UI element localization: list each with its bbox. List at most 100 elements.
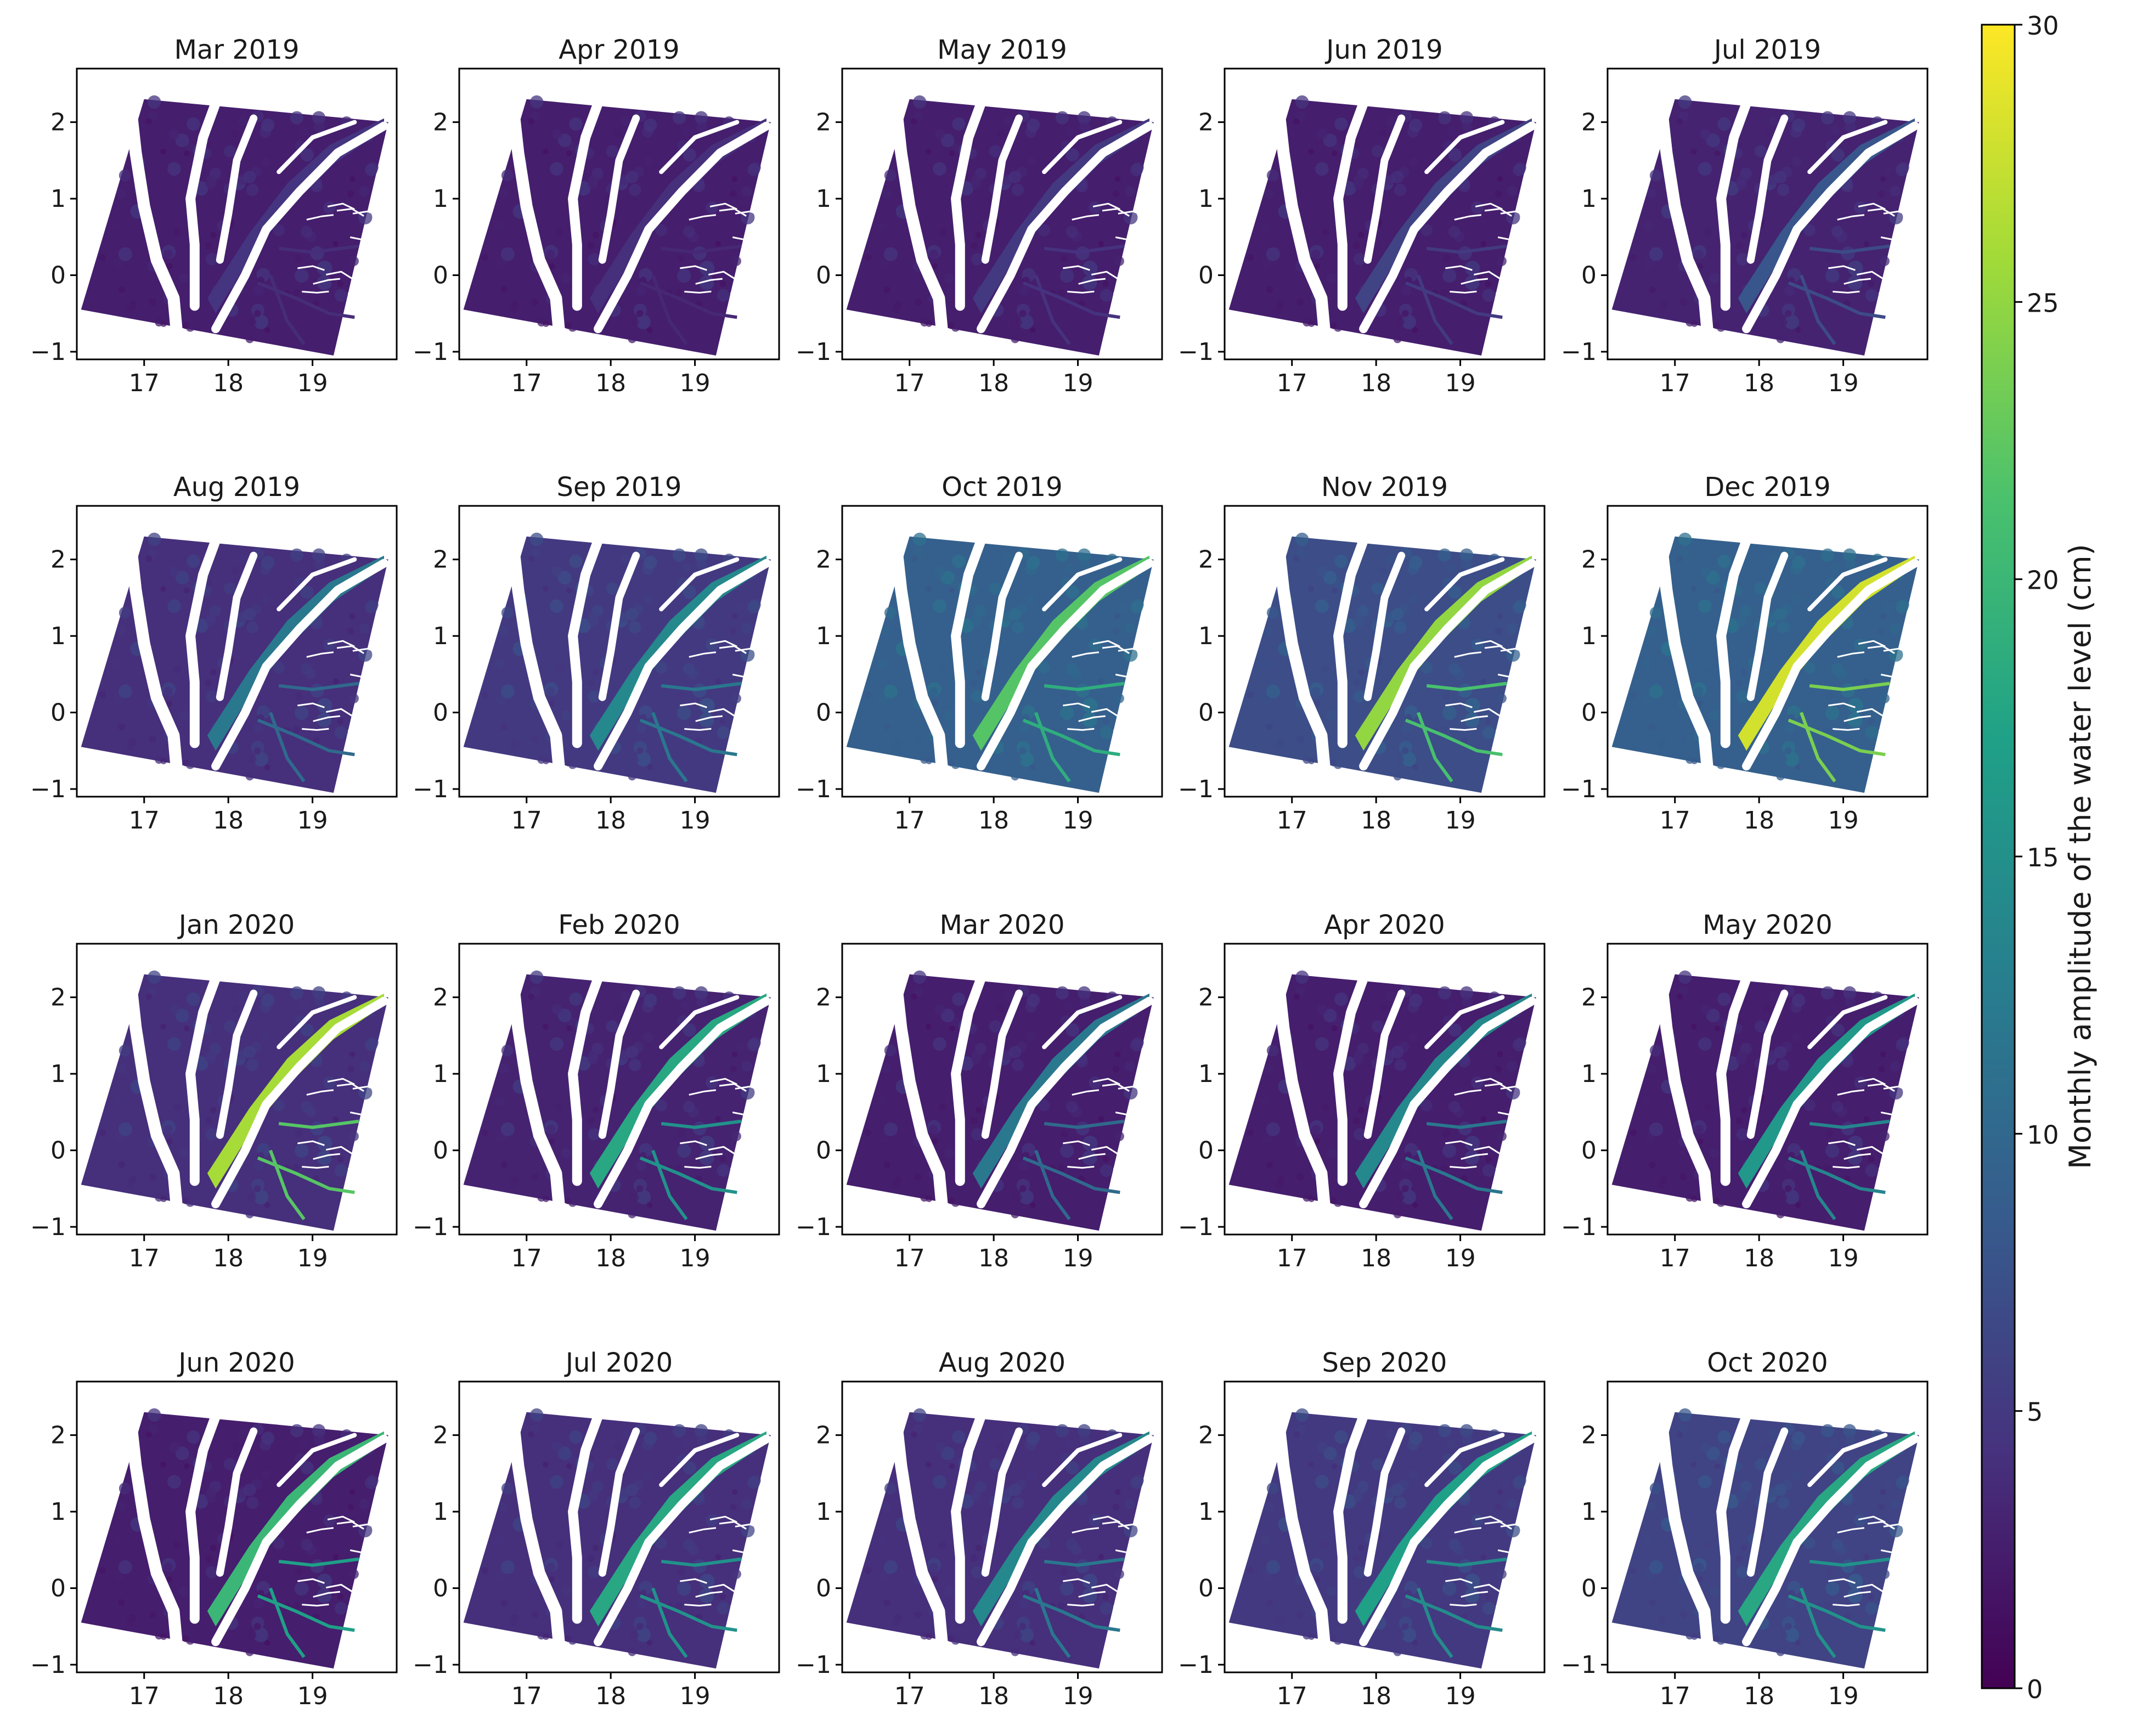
map-speckle [264, 1640, 270, 1646]
map-speckle [1353, 1566, 1366, 1579]
river-mask [1359, 1434, 1536, 1647]
map-speckle [1497, 1489, 1503, 1495]
map-speckle [1829, 1001, 1840, 1011]
map-speckle [118, 247, 133, 261]
map-speckle [747, 1476, 760, 1490]
map-speckle [1353, 1128, 1366, 1141]
highland-mask [341, 760, 369, 766]
map-speckle [347, 628, 354, 635]
map-speckle [735, 1479, 744, 1489]
map-speckle [1863, 1116, 1870, 1122]
map-speckle [210, 1107, 217, 1114]
map-speckle [1736, 1492, 1747, 1503]
map-speckle [1784, 309, 1792, 317]
highland-mask [730, 1599, 758, 1608]
map-speckle [695, 986, 708, 1000]
map-speckle [160, 1633, 167, 1640]
x-tick-label: 19 [297, 1682, 328, 1710]
highland-mask [1092, 202, 1120, 210]
panel-title: Apr 2020 [1324, 910, 1445, 940]
map-speckle [747, 164, 760, 177]
x-tick-label: 17 [1277, 1244, 1307, 1272]
highland-mask [1117, 300, 1145, 304]
map-speckle [628, 772, 636, 781]
map-speckle [1691, 148, 1697, 155]
map-speckle [606, 1020, 619, 1033]
highland-mask [1113, 723, 1141, 732]
x-tick-label: 18 [1361, 807, 1391, 835]
map-speckle [1829, 126, 1840, 136]
map-speckle [1448, 226, 1461, 238]
map-speckle [1264, 626, 1274, 636]
highland-mask [1115, 1544, 1143, 1554]
map-speckle [337, 280, 344, 288]
map-speckle [1442, 255, 1451, 263]
panel-title: Nov 2019 [1321, 472, 1448, 503]
highland-mask [1450, 1603, 1477, 1607]
highland-mask [360, 309, 388, 315]
map-speckle [877, 1534, 888, 1545]
map-speckle [119, 1482, 131, 1495]
map-speckle [1078, 1424, 1091, 1438]
map-speckle [1704, 1103, 1712, 1111]
panel-title: Oct 2020 [1707, 1348, 1828, 1378]
map-speckle [1448, 148, 1462, 162]
highland-mask [1126, 1622, 1154, 1628]
map-speckle [913, 95, 927, 109]
map-speckle [1079, 996, 1090, 1008]
map-speckle [1820, 986, 1835, 1000]
map-speckle [184, 1025, 190, 1032]
map-speckle [1847, 1135, 1863, 1151]
map-speckle [543, 1023, 549, 1030]
map-speckle [1352, 1554, 1360, 1563]
map-speckle [625, 171, 639, 184]
map-speckle [1879, 693, 1890, 703]
map-speckle [1437, 986, 1452, 1000]
map-speckle [1831, 226, 1844, 238]
map-speckle [1883, 1041, 1892, 1051]
map-speckle [569, 554, 583, 568]
map-speckle [1896, 601, 1909, 614]
map-speckle [248, 1631, 257, 1639]
map-speckle [1843, 1424, 1857, 1438]
highland-mask [1828, 1578, 1856, 1584]
map-speckle [184, 588, 190, 594]
map-speckle [989, 145, 1002, 157]
y-tick-label: −1 [1561, 338, 1597, 366]
map-speckle [1784, 1160, 1795, 1171]
highland-mask [1833, 1165, 1860, 1169]
highland-mask [1880, 231, 1909, 241]
y-tick-label: 1 [433, 1498, 448, 1526]
map-speckle [169, 1004, 180, 1015]
colorbar-tick-label: 30 [2027, 11, 2059, 41]
tributary-corridor [269, 274, 306, 345]
map-speckle [1011, 772, 1019, 781]
y-tick-label: 0 [433, 262, 448, 290]
map-speckle [1480, 1554, 1487, 1560]
map-speckle [1396, 1631, 1405, 1639]
map-speckle [1495, 628, 1502, 635]
highland-mask [759, 1140, 779, 1145]
map-speckle [365, 601, 378, 614]
map-speckle [1098, 1116, 1104, 1122]
map-speckle [1385, 553, 1396, 563]
highland-mask [1844, 1153, 1871, 1160]
map-speckle [292, 1602, 300, 1610]
map-speckle [1401, 314, 1417, 330]
panel-title: Mar 2019 [174, 35, 300, 65]
y-tick-label: 2 [1581, 109, 1597, 137]
x-tick-label: 19 [1828, 1682, 1859, 1710]
highland-mask [1474, 1146, 1502, 1156]
map-speckle [169, 566, 180, 577]
map-speckle [1883, 603, 1892, 613]
y-tick-label: 0 [816, 262, 831, 290]
map-speckle [1896, 1039, 1909, 1052]
panel-title: Jun 2020 [177, 1348, 295, 1378]
map-speckle [1649, 723, 1656, 731]
highland-mask [708, 708, 736, 718]
map-speckle [1823, 289, 1831, 297]
highland-mask [1489, 1636, 1517, 1642]
map-speckle [1385, 116, 1396, 126]
